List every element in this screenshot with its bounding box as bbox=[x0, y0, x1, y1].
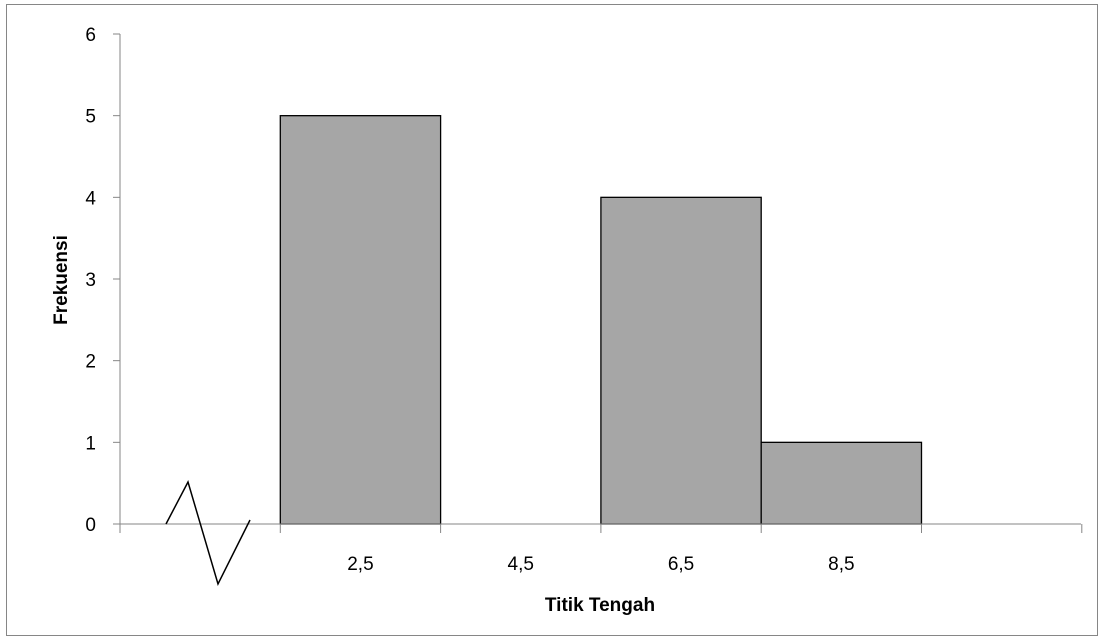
y-tick-label: 3 bbox=[85, 270, 96, 291]
x-axis-title: Titik Tengah bbox=[545, 595, 655, 616]
bars-group bbox=[279, 115, 923, 525]
bar bbox=[760, 441, 923, 525]
y-tick-label: 4 bbox=[85, 188, 96, 209]
y-tick-label: 5 bbox=[85, 107, 96, 128]
y-tick-label: 6 bbox=[85, 25, 96, 46]
bar bbox=[279, 115, 442, 525]
y-ticks-group: 0 1 2 3 4 5 6 bbox=[85, 25, 120, 536]
y-tick-label: 0 bbox=[85, 515, 96, 536]
x-tick-label: 6,5 bbox=[668, 554, 694, 575]
y-tick-label: 1 bbox=[85, 433, 96, 454]
x-ticks-group: 2,5 4,5 6,5 8,5 bbox=[119, 524, 1083, 575]
x-tick-label: 2,5 bbox=[347, 554, 373, 575]
y-tick-label: 2 bbox=[85, 352, 96, 373]
x-tick-label: 8,5 bbox=[828, 554, 854, 575]
x-tick-label: 4,5 bbox=[508, 554, 534, 575]
axis-break-symbol bbox=[165, 480, 251, 587]
chart-frame bbox=[6, 4, 1098, 636]
bar bbox=[600, 196, 762, 525]
y-axis-title: Frekuensi bbox=[51, 235, 72, 325]
